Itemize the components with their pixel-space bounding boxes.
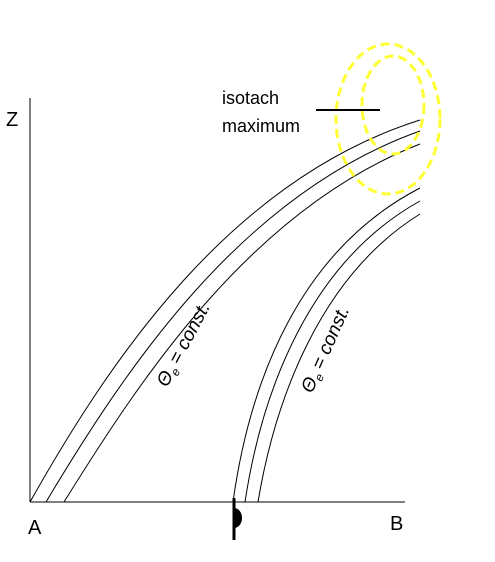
- a-label: A: [28, 517, 42, 539]
- isotach-outer: [334, 42, 442, 196]
- b-label: B: [390, 513, 403, 535]
- surface-line: [232, 187, 421, 503]
- surface-group-2: [232, 187, 421, 503]
- surface-line: [45, 130, 421, 503]
- surface-group-1: [29, 119, 421, 503]
- theta-text: = const.: [308, 303, 354, 373]
- surface-line: [29, 119, 421, 503]
- z-label: Z: [6, 109, 18, 131]
- theta-text: = const.: [165, 299, 215, 368]
- surface-line: [244, 200, 421, 503]
- surface-line: [257, 213, 421, 503]
- annotation-line2: maximum: [222, 116, 300, 136]
- surface-label: Θe= const.: [153, 299, 217, 392]
- isotach-inner: [360, 54, 426, 156]
- annotation-line1: isotach: [222, 88, 279, 108]
- surface-line: [63, 143, 421, 503]
- warm-front-symbol: [234, 508, 242, 528]
